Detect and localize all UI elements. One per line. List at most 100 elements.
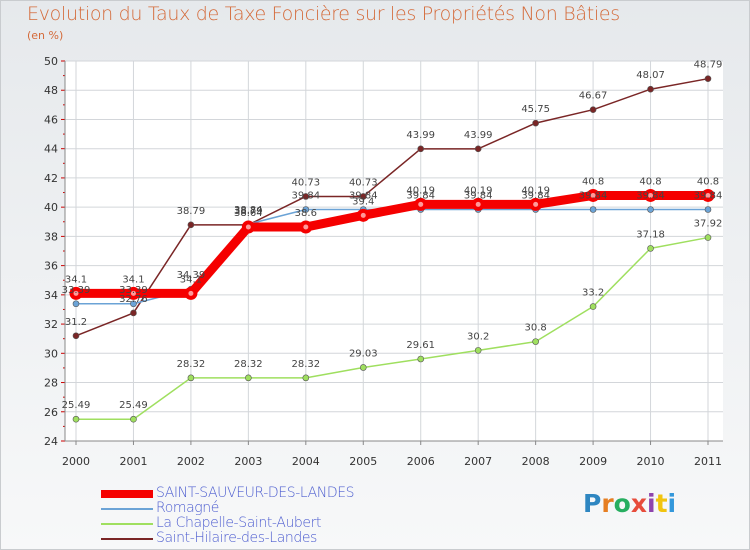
logo-letter: t: [655, 489, 668, 518]
data-label: 25.49: [62, 400, 91, 411]
data-label: 28.32: [234, 359, 263, 370]
data-point: [704, 75, 712, 82]
series-4: [72, 75, 712, 340]
x-tick-label: 2005: [349, 455, 377, 468]
data-point: [130, 415, 137, 423]
data-label: 33.39: [119, 285, 148, 296]
data-label: 31.2: [65, 317, 87, 328]
series-1-labels: 34.1 34.1 34.1 38.64 38.6 39.4 40.19 40.19 40.19…: [65, 176, 719, 285]
y-tick-label: 40: [44, 201, 58, 214]
x-tick-label: 2006: [407, 455, 435, 468]
x-tick-label: 2003: [234, 455, 262, 468]
data-label: 39.84: [464, 190, 493, 201]
data-label: 45.75: [521, 104, 550, 115]
series-line: [76, 190, 708, 298]
data-point: [187, 374, 195, 382]
chart-title: Evolution du Taux de Taxe Foncière sur l…: [27, 3, 620, 25]
y-tick-label: 24: [44, 435, 58, 448]
data-point: [532, 338, 539, 345]
data-point-highlight: [245, 224, 251, 230]
y-tick-label: 44: [44, 143, 58, 156]
brand-logo: Proxiti: [583, 489, 676, 518]
legend-label: Romagné: [156, 500, 219, 516]
data-point: [704, 206, 712, 213]
data-label: 39.84: [521, 190, 550, 201]
x-tick-label: 2007: [464, 455, 492, 468]
series-3: [72, 234, 712, 423]
data-point: [130, 309, 137, 317]
x-tick-label: 2011: [694, 455, 722, 468]
legend-swatch: [101, 508, 153, 510]
data-point: [532, 119, 539, 127]
data-label: 28.32: [291, 359, 320, 370]
legend-label: La Chapelle-Saint-Aubert: [156, 515, 322, 531]
data-label: 48.07: [636, 70, 665, 81]
data-point: [187, 221, 195, 229]
data-point: [589, 206, 597, 213]
x-tick-label: 2009: [579, 455, 607, 468]
data-point-highlight: [418, 201, 424, 207]
data-point-highlight: [590, 192, 596, 198]
data-label: 40.19: [464, 185, 493, 196]
data-point: [589, 106, 597, 113]
data-point-highlight: [73, 290, 79, 296]
data-label: 39.84: [406, 190, 435, 201]
y-tick-label: 48: [44, 84, 58, 97]
data-label: 33.2: [582, 288, 604, 299]
y-tick-label: 38: [44, 230, 58, 243]
data-point: [245, 374, 252, 382]
data-label: 40.73: [291, 177, 320, 188]
data-label: 40.73: [349, 177, 378, 188]
data-label: 29.03: [349, 348, 378, 359]
series-line: [75, 77, 709, 337]
data-point: [647, 206, 654, 213]
data-point: [72, 332, 80, 340]
logo-letter: i: [667, 489, 677, 518]
data-label: 30.2: [467, 331, 489, 342]
x-tick-label: 2001: [119, 455, 147, 468]
data-label: 29.61: [406, 340, 435, 351]
y-tick-label: 42: [44, 172, 58, 185]
data-label: 32.76: [119, 294, 148, 305]
data-point: [72, 300, 80, 308]
data-label: 39.4: [352, 196, 374, 207]
data-point: [359, 364, 367, 371]
legend-swatch: [101, 523, 153, 525]
data-label: 34.39: [177, 270, 206, 281]
data-point-highlight: [188, 290, 194, 296]
data-label: 39.84: [349, 190, 378, 201]
y-tick-label: 28: [44, 377, 58, 390]
x-tick-label: 2008: [522, 455, 550, 468]
data-point-highlight: [533, 201, 539, 207]
data-label: 33.39: [62, 285, 91, 296]
data-point: [302, 206, 310, 213]
data-point: [589, 303, 597, 310]
data-point: [130, 300, 137, 308]
data-point: [72, 415, 80, 423]
data-label: 40.8: [582, 176, 604, 187]
data-label: 38.6: [295, 208, 317, 219]
data-point: [474, 145, 482, 153]
y-tick-label: 32: [44, 318, 58, 331]
data-label: 28.32: [177, 359, 206, 370]
data-point: [302, 374, 310, 382]
data-label: 34.1: [65, 274, 87, 285]
data-label: 25.49: [119, 400, 148, 411]
data-point-highlight: [705, 192, 711, 198]
data-label: 39.84: [694, 190, 723, 201]
data-label: 40.8: [639, 176, 661, 187]
y-tick-label: 50: [44, 55, 58, 68]
data-label: 43.99: [406, 130, 435, 141]
legend-swatch: [101, 490, 153, 498]
y-tick-label: 46: [44, 113, 58, 126]
legend-swatch: [101, 538, 153, 540]
data-label: 39.84: [291, 190, 320, 201]
series-4-labels: 31.2 32.76 38.79 38.79 40.73 40.73 43.99 43.99 4…: [65, 60, 722, 328]
data-label: 38.84: [234, 205, 263, 216]
x-tick-label: 2002: [177, 455, 205, 468]
legend-label: SAINT-SAUVEUR-DES-LANDES: [156, 485, 355, 501]
data-point: [417, 355, 425, 363]
data-label: 38.79: [234, 206, 263, 217]
legend-label: Saint-Hilaire-des-Landes: [156, 530, 317, 546]
